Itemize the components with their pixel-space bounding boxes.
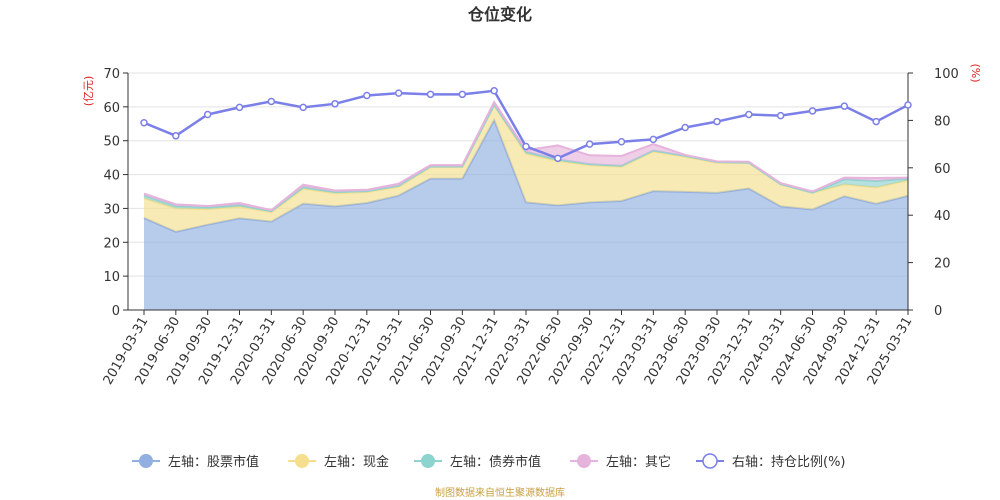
ratio-point bbox=[522, 142, 530, 151]
ratio-point bbox=[203, 110, 212, 119]
ratio-point bbox=[808, 107, 817, 115]
legend-item-1: 左轴：现金 bbox=[288, 454, 389, 470]
left-axis-tick-label: 60 bbox=[103, 101, 120, 116]
right-axis-tick-label: 80 bbox=[934, 114, 951, 129]
ratio-point bbox=[235, 103, 244, 112]
right-axis-tick-label: 40 bbox=[934, 209, 951, 224]
left-axis-tick-label: 70 bbox=[103, 67, 120, 82]
right-axis-tick-label: 100 bbox=[934, 67, 959, 82]
ratio-point bbox=[331, 100, 339, 108]
right-axis-unit: (%) bbox=[969, 63, 982, 82]
right-axis-tick-label: 60 bbox=[934, 162, 951, 177]
left-axis-tick-label: 40 bbox=[103, 169, 120, 184]
ratio-point bbox=[299, 103, 307, 112]
stacked-areas bbox=[143, 100, 909, 310]
legend-marker bbox=[577, 454, 591, 468]
left-axis-tick-label: 0 bbox=[112, 304, 120, 319]
legend-label: 左轴：现金 bbox=[324, 454, 389, 470]
area-series-0 bbox=[144, 120, 908, 310]
ratio-point bbox=[490, 87, 498, 95]
legend-marker bbox=[421, 454, 435, 468]
chart-title: 仓位变化 bbox=[467, 5, 532, 24]
left-axis-unit: (亿元) bbox=[82, 76, 95, 107]
ratio-point bbox=[426, 90, 435, 99]
legend: 左轴：股票市值 左轴：现金 左轴：债券市值 左轴：其它 右轴：持仓比例(%) bbox=[132, 453, 846, 470]
legend-marker bbox=[139, 454, 153, 468]
left-axis-tick-label: 30 bbox=[103, 202, 120, 217]
legend-label: 左轴：其它 bbox=[606, 454, 671, 470]
ratio-point bbox=[840, 102, 849, 110]
left-axis-tick-label: 10 bbox=[103, 270, 120, 285]
legend-marker bbox=[295, 454, 309, 468]
ratio-point bbox=[458, 90, 467, 99]
ratio-line-layer bbox=[140, 87, 912, 163]
ratio-point bbox=[267, 97, 276, 106]
ratio-point bbox=[140, 119, 148, 127]
legend-item-3: 左轴：其它 bbox=[570, 454, 671, 470]
ratio-point bbox=[649, 135, 658, 144]
source-note: 制图数据来自恒生聚源数据库 bbox=[435, 486, 565, 499]
ratio-point bbox=[872, 117, 880, 126]
right-axis-tick-label: 20 bbox=[934, 257, 951, 272]
ratio-point bbox=[554, 154, 562, 163]
area-series-1 bbox=[144, 105, 908, 232]
legend-label: 左轴：债券市值 bbox=[450, 454, 541, 470]
ratio-point bbox=[172, 132, 180, 140]
ratio-point bbox=[776, 111, 785, 120]
ratio-point bbox=[394, 89, 403, 97]
legend-item-2: 左轴：债券市值 bbox=[414, 454, 541, 470]
ratio-point bbox=[904, 101, 912, 109]
ratio-point bbox=[617, 137, 626, 146]
legend-label: 右轴：持仓比例(%) bbox=[732, 455, 846, 470]
legend-item-0: 左轴：股票市值 bbox=[132, 454, 259, 470]
ratio-point bbox=[713, 117, 721, 126]
legend-item-4: 右轴：持仓比例(%) bbox=[696, 453, 846, 470]
ratio-point bbox=[681, 123, 689, 132]
ratio-point bbox=[585, 140, 594, 148]
ratio-point bbox=[363, 91, 371, 100]
left-axis-tick-label: 20 bbox=[103, 236, 120, 251]
ratio-point bbox=[745, 110, 753, 119]
legend-label: 左轴：股票市值 bbox=[168, 454, 259, 470]
right-axis-tick-label: 0 bbox=[934, 304, 942, 319]
left-axis-tick-label: 50 bbox=[103, 135, 120, 150]
legend-marker bbox=[702, 453, 718, 469]
